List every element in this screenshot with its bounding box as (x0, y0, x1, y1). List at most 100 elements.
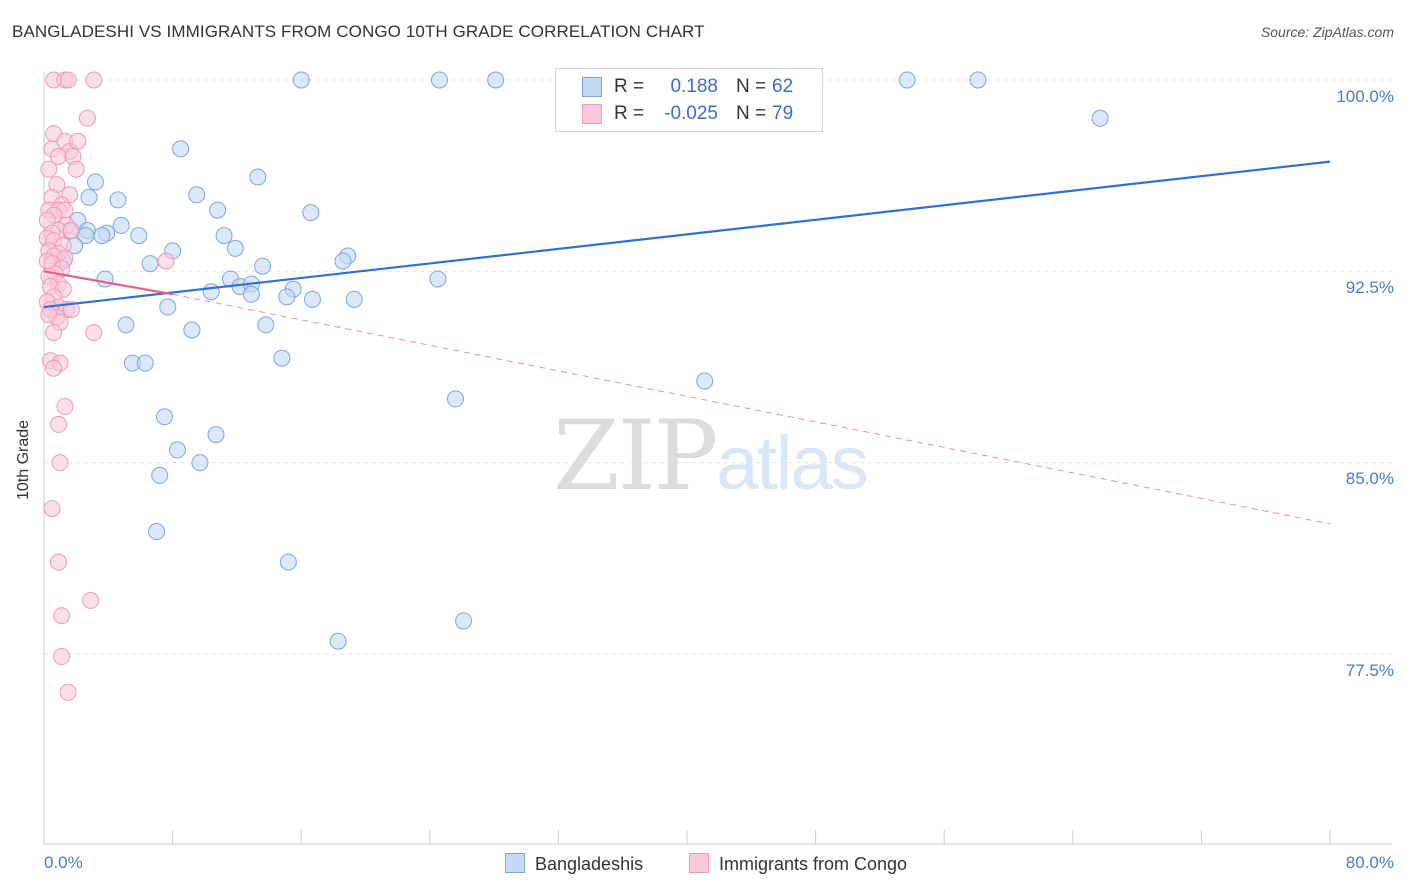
n-value: 62 (772, 76, 794, 97)
bangladeshi-point (86, 173, 104, 191)
r-label: R = (614, 103, 645, 124)
bangladeshi-point (278, 288, 296, 306)
bangladeshi-point (292, 71, 310, 89)
bangladeshi-point (117, 316, 135, 334)
bangladeshi-point (334, 252, 352, 270)
congo-point (59, 683, 77, 701)
congo-point (82, 591, 100, 609)
bangladeshi-point (345, 290, 363, 308)
y-tick-label: 92.5% (1345, 278, 1394, 297)
bangladeshi-point (109, 191, 127, 209)
bangladeshi-point (302, 204, 320, 222)
bangladeshi-point (80, 188, 98, 206)
bangladeshi-point (207, 426, 225, 444)
congo-point (45, 324, 63, 342)
bangladeshi-point (188, 186, 206, 204)
congo-point (62, 301, 80, 319)
bangladeshi-point (696, 372, 714, 390)
r-label: R = (614, 76, 645, 97)
bangladeshi-point (168, 441, 186, 459)
bangladeshi-point (898, 71, 916, 89)
bangladeshi-point (249, 168, 267, 186)
n-label: N = (736, 103, 767, 124)
bangladeshi-point (1091, 109, 1109, 127)
bangladeshi-point (148, 523, 166, 541)
bangladeshi-point (151, 466, 169, 484)
bangladeshi-point (455, 612, 473, 630)
watermark-atlas: atlas (716, 421, 869, 506)
chart-source: Source: ZipAtlas.com (1260, 24, 1394, 40)
y-tick-label: 85.0% (1345, 469, 1394, 488)
n-label: N = (736, 76, 767, 97)
bangladeshi-trend-line (43, 160, 1331, 309)
congo-point (40, 160, 58, 178)
bangladeshi-point (202, 283, 220, 301)
congo-point (59, 71, 77, 89)
stats-row-bangladeshis: R = 0.188 N = 62 (556, 74, 822, 100)
bangladeshi-point (130, 227, 148, 245)
congo-point (43, 500, 61, 518)
legend-item-congo[interactable]: Immigrants from Congo (689, 853, 907, 875)
legend-label: Immigrants from Congo (719, 854, 908, 874)
congo-point (85, 324, 103, 342)
r-value: 0.188 (670, 76, 718, 97)
congo-point (53, 648, 71, 666)
chart-title: BANGLADESHI VS IMMIGRANTS FROM CONGO 10T… (12, 22, 705, 41)
congo-point (62, 222, 80, 240)
bangladeshi-point (159, 298, 177, 316)
bangladeshi-point (969, 71, 987, 89)
x-tick-label-max: 80.0% (1345, 853, 1394, 872)
bangladeshi-point (112, 216, 130, 234)
congo-point (157, 252, 175, 270)
bangladeshi-point (430, 71, 448, 89)
bangladeshi-point (447, 390, 465, 408)
bangladeshi-point (487, 71, 505, 89)
bangladeshi-point (429, 270, 447, 288)
legend-item-bangladeshis[interactable]: Bangladeshis (505, 853, 643, 875)
stats-row-congo: R = -0.025 N = 79 (556, 101, 822, 127)
congo-point (85, 71, 103, 89)
bangladeshi-point (279, 553, 297, 571)
n-value: 79 (772, 103, 794, 124)
bangladeshi-point (303, 290, 321, 308)
congo-point (49, 553, 67, 571)
correlation-stats-box: R = 0.188 N = 62 R = -0.025 N = 79 (555, 68, 823, 132)
bangladeshi-point (257, 316, 275, 334)
bangladeshi-point (254, 257, 272, 275)
congo-point (53, 607, 71, 625)
bangladeshi-point (191, 454, 209, 472)
bangladeshi-point (172, 140, 190, 158)
congo-point (49, 415, 67, 433)
r-value: -0.025 (664, 103, 718, 124)
bangladeshi-point (215, 227, 233, 245)
congo-point (67, 160, 85, 178)
y-tick-label: 100.0% (1336, 87, 1394, 106)
bangladeshi-point (329, 632, 347, 650)
y-tick-label: 77.5% (1345, 661, 1394, 680)
zipatlas-watermark: ZIPatlas (553, 400, 869, 512)
congo-point (56, 398, 74, 416)
congo-point (45, 359, 63, 377)
bangladeshi-point (96, 270, 114, 288)
legend-label: Bangladeshis (535, 854, 644, 874)
bangladeshi-point (226, 239, 244, 257)
congo-trend-extension (172, 293, 1331, 525)
bangladeshi-point (273, 349, 291, 367)
bangladeshis-swatch (582, 77, 602, 97)
congo-swatch (582, 104, 602, 124)
congo-point (78, 109, 96, 127)
legend-swatch-bangladeshis (505, 853, 525, 873)
x-tick-label-min: 0.0% (44, 853, 83, 872)
legend-swatch-congo (689, 853, 709, 873)
congo-point (51, 454, 69, 472)
bangladeshi-point (141, 255, 159, 273)
bangladeshi-point (156, 408, 174, 426)
congo-point (69, 132, 87, 150)
congo-trend-line (43, 270, 173, 296)
bangladeshi-point (183, 321, 201, 339)
bangladeshi-point (136, 354, 154, 372)
bangladeshi-point (209, 201, 227, 219)
watermark-zip: ZIP (553, 400, 718, 512)
bangladeshi-point (242, 285, 260, 303)
